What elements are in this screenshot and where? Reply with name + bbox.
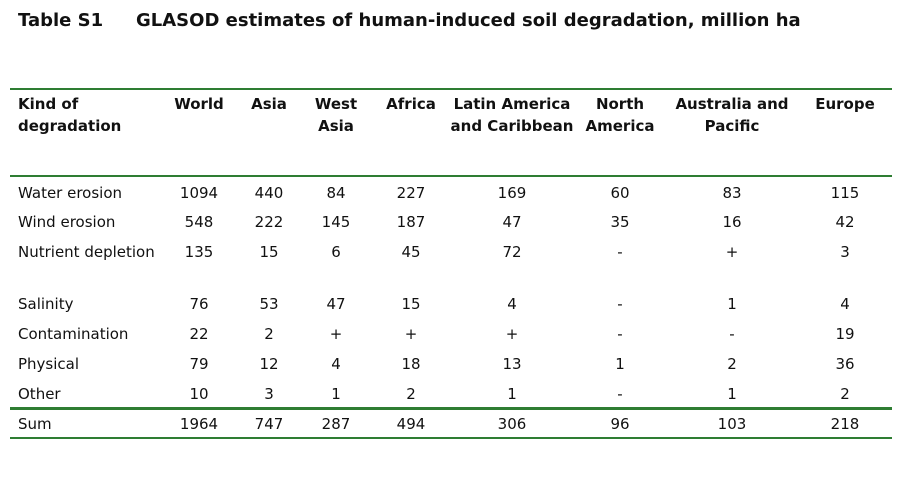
sum-cell: 218 bbox=[830, 414, 860, 433]
cell: 548 bbox=[184, 213, 214, 231]
cell: 2 bbox=[406, 385, 416, 403]
cell: 222 bbox=[254, 213, 284, 231]
cell: 53 bbox=[259, 295, 279, 313]
cell: 79 bbox=[189, 355, 209, 373]
sum-cell: 494 bbox=[396, 414, 426, 433]
cell: 227 bbox=[396, 184, 426, 202]
sum-cell: 96 bbox=[610, 414, 630, 433]
cell: 12 bbox=[259, 355, 279, 373]
row-label: Water erosion bbox=[18, 184, 123, 202]
cell: 2 bbox=[264, 325, 274, 343]
cell: 115 bbox=[830, 184, 860, 202]
header-asia: Asia bbox=[251, 95, 287, 113]
cell: 47 bbox=[326, 295, 346, 313]
cell: 60 bbox=[610, 184, 630, 202]
table-row: Wind erosion 548 222 145 187 47 35 16 42 bbox=[10, 206, 892, 236]
table-row: Physical 79 12 4 18 13 1 2 36 bbox=[10, 348, 892, 378]
cell: + bbox=[725, 243, 739, 261]
cell: 35 bbox=[610, 213, 630, 231]
header-africa: Africa bbox=[386, 95, 436, 113]
sum-cell: 103 bbox=[717, 414, 747, 433]
cell: 83 bbox=[722, 184, 742, 202]
cell: 2 bbox=[840, 385, 850, 403]
cell: + bbox=[404, 325, 418, 343]
row-label: Contamination bbox=[18, 325, 129, 343]
sum-cell: 287 bbox=[321, 414, 351, 433]
cell: - bbox=[617, 295, 623, 313]
header-row: Kind of degradation World Asia West Asia… bbox=[10, 89, 892, 176]
table-row: Water erosion 1094 440 84 227 169 60 83 … bbox=[10, 176, 892, 206]
table-row: Nutrient depletion 135 15 6 45 72 - + 3 bbox=[10, 236, 892, 288]
cell: + bbox=[329, 325, 343, 343]
cell: 169 bbox=[497, 184, 527, 202]
cell: 145 bbox=[321, 213, 351, 231]
header-latin-america: Latin America and Caribbean bbox=[450, 95, 574, 135]
cell: 47 bbox=[502, 213, 522, 231]
cell: + bbox=[505, 325, 519, 343]
header-west-asia: West Asia bbox=[314, 95, 358, 135]
cell: 4 bbox=[331, 355, 341, 373]
cell: 15 bbox=[259, 243, 279, 261]
cell: 76 bbox=[189, 295, 209, 313]
header-world: World bbox=[174, 95, 224, 113]
cell: 4 bbox=[507, 295, 517, 313]
sum-cell: 1964 bbox=[179, 414, 219, 433]
cell: 2 bbox=[727, 355, 737, 373]
cell: 84 bbox=[326, 184, 346, 202]
header-australia-pacific: Australia and Pacific bbox=[675, 95, 789, 135]
cell: 42 bbox=[835, 213, 855, 231]
cell: 45 bbox=[401, 243, 421, 261]
cell: 13 bbox=[502, 355, 522, 373]
cell: 1 bbox=[727, 295, 737, 313]
cell: 1 bbox=[331, 385, 341, 403]
row-label: Salinity bbox=[18, 295, 74, 313]
row-label: Other bbox=[18, 385, 61, 403]
row-label: Nutrient depletion bbox=[18, 243, 155, 261]
cell: - bbox=[617, 243, 623, 261]
cell: - bbox=[617, 385, 623, 403]
cell: 1 bbox=[507, 385, 517, 403]
row-label: Wind erosion bbox=[18, 213, 116, 231]
header-kind: Kind of degradation bbox=[18, 95, 122, 135]
table-title: Table S1 GLASOD estimates of human-induce… bbox=[18, 10, 801, 31]
cell: 187 bbox=[396, 213, 426, 231]
cell: 19 bbox=[835, 325, 855, 343]
cell: 440 bbox=[254, 184, 284, 202]
cell: 135 bbox=[184, 243, 214, 261]
cell: - bbox=[729, 325, 735, 343]
cell: 3 bbox=[264, 385, 274, 403]
table-row: Salinity 76 53 47 15 4 - 1 4 bbox=[10, 288, 892, 318]
table-label: Table S1 bbox=[18, 10, 104, 31]
cell: 6 bbox=[331, 243, 341, 261]
cell: 36 bbox=[835, 355, 855, 373]
cell: 1094 bbox=[179, 184, 219, 202]
cell: 22 bbox=[189, 325, 209, 343]
cell: - bbox=[617, 325, 623, 343]
cell: 1 bbox=[615, 355, 625, 373]
table-caption: GLASOD estimates of human-induced soil d… bbox=[136, 10, 801, 31]
header-europe: Europe bbox=[815, 95, 875, 113]
table-row: Contamination 22 2 + + + - - 19 bbox=[10, 318, 892, 348]
cell: 4 bbox=[840, 295, 850, 313]
cell: 10 bbox=[189, 385, 209, 403]
header-north-america: North America bbox=[585, 95, 655, 135]
sum-row: Sum 1964 747 287 494 306 96 103 218 bbox=[10, 408, 892, 438]
sum-cell: 306 bbox=[497, 414, 527, 433]
cell: 16 bbox=[722, 213, 742, 231]
cell: 15 bbox=[401, 295, 421, 313]
table-row: Other 10 3 1 2 1 - 1 2 bbox=[10, 378, 892, 408]
cell: 72 bbox=[502, 243, 522, 261]
sum-label: Sum bbox=[18, 414, 52, 433]
sum-cell: 747 bbox=[254, 414, 284, 433]
cell: 3 bbox=[840, 243, 850, 261]
cell: 18 bbox=[401, 355, 421, 373]
degradation-table: Kind of degradation World Asia West Asia… bbox=[10, 88, 892, 439]
cell: 1 bbox=[727, 385, 737, 403]
row-label: Physical bbox=[18, 355, 80, 373]
